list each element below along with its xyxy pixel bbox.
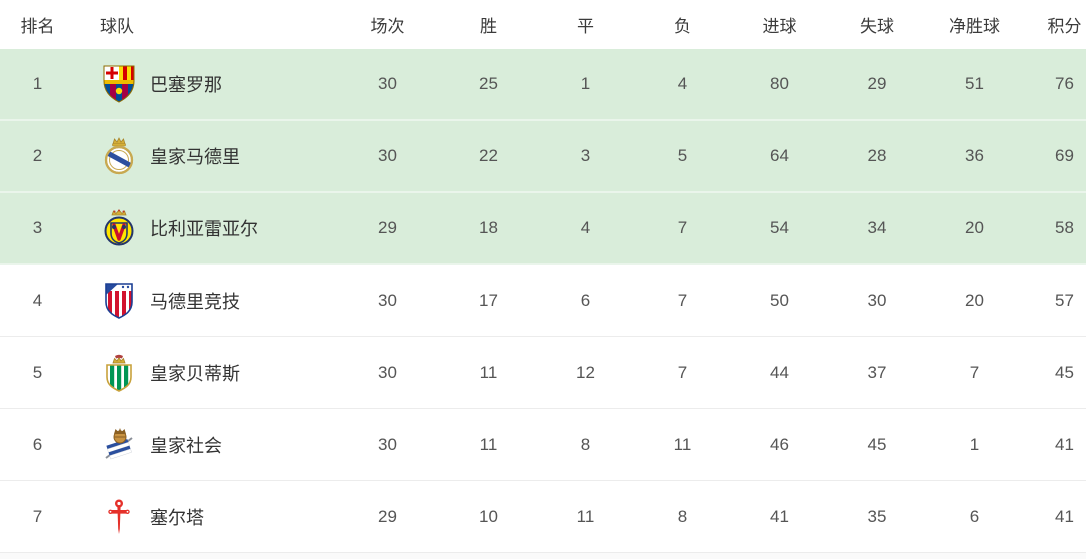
team-name: 皇家社会	[150, 435, 222, 456]
villarreal-badge-icon	[100, 208, 137, 248]
draws-cell: 1	[580, 74, 591, 93]
celta-badge-icon	[100, 497, 137, 537]
rank-cell: 1	[32, 74, 43, 93]
rank-cell: 5	[32, 362, 43, 382]
points-cell: 69	[1055, 146, 1074, 165]
goals-against-cell: 28	[867, 146, 887, 165]
table-header-row: 排名 球队 场次 胜 平 负 进球 失球 净胜球 积分	[0, 0, 1086, 49]
atletico-madrid-badge-icon	[100, 281, 137, 321]
header-team: 球队	[100, 17, 134, 36]
goals-for-cell: 44	[770, 362, 789, 382]
draws-cell: 3	[580, 146, 591, 165]
table-row-real-betis[interactable]: 5 皇家贝蒂斯 30 11 12 7	[0, 337, 1086, 409]
goals-against-cell: 35	[867, 506, 887, 526]
points-cell: 45	[1055, 362, 1074, 382]
draws-cell: 4	[580, 218, 591, 237]
wins-cell: 18	[479, 218, 498, 237]
next-row-partial	[0, 553, 1086, 559]
header-points: 积分	[1047, 17, 1082, 36]
goals-for-cell: 46	[770, 434, 789, 454]
real-sociedad-badge-icon	[100, 425, 137, 465]
goal-diff-cell: 1	[969, 434, 980, 454]
played-cell: 30	[378, 146, 397, 165]
goals-for-cell: 50	[770, 290, 789, 310]
goal-diff-cell: 6	[969, 506, 980, 526]
team-name: 塞尔塔	[150, 507, 204, 528]
wins-cell: 25	[479, 74, 498, 93]
wins-cell: 22	[479, 146, 498, 165]
goal-diff-cell: 7	[969, 362, 980, 382]
wins-cell: 11	[479, 362, 498, 382]
losses-cell: 4	[677, 74, 688, 93]
team-name: 皇家马德里	[150, 147, 240, 167]
team-name: 马德里竞技	[150, 291, 240, 312]
played-cell: 30	[378, 362, 397, 382]
points-cell: 76	[1055, 74, 1074, 93]
losses-cell: 7	[677, 362, 688, 382]
losses-cell: 5	[677, 146, 688, 165]
played-cell: 30	[378, 74, 397, 93]
header-rank: 排名	[20, 17, 55, 36]
real-madrid-badge-icon	[100, 136, 137, 176]
wins-cell: 17	[479, 290, 498, 310]
losses-cell: 8	[677, 506, 688, 526]
header-goals-against: 失球	[860, 17, 894, 36]
header-draws: 平	[577, 17, 594, 36]
played-cell: 29	[378, 218, 397, 237]
goals-for-cell: 64	[770, 146, 789, 165]
played-cell: 30	[378, 290, 397, 310]
goals-against-cell: 29	[867, 74, 887, 93]
goal-diff-cell: 51	[965, 74, 984, 93]
barcelona-badge-icon	[100, 64, 137, 104]
draws-cell: 6	[580, 290, 591, 310]
goal-diff-cell: 20	[965, 290, 984, 310]
goals-for-cell: 80	[770, 74, 789, 93]
header-goal-diff: 净胜球	[949, 17, 1000, 36]
wins-cell: 10	[479, 506, 498, 526]
wins-cell: 11	[479, 434, 498, 454]
goals-against-cell: 30	[867, 290, 887, 310]
points-cell: 41	[1055, 506, 1074, 526]
header-goals-for: 进球	[762, 17, 797, 36]
table-row-celta[interactable]: 7 塞尔塔 29 10 11 8 41 35 6 41	[0, 481, 1086, 553]
goals-against-cell: 34	[867, 218, 887, 237]
table-row-villarreal[interactable]: 3 比利亚雷亚尔 29 18 4 7 54 34 20 58	[0, 193, 1086, 265]
real-betis-badge-icon	[100, 353, 137, 393]
goal-diff-cell: 36	[965, 146, 984, 165]
losses-cell: 11	[673, 434, 692, 454]
header-losses: 负	[674, 17, 691, 36]
header-played: 场次	[370, 17, 405, 36]
draws-cell: 11	[576, 506, 595, 526]
points-cell: 57	[1055, 290, 1074, 310]
draws-cell: 12	[576, 362, 595, 382]
goals-against-cell: 45	[867, 434, 887, 454]
played-cell: 30	[378, 434, 397, 454]
draws-cell: 8	[580, 434, 591, 454]
rank-cell: 7	[32, 506, 43, 526]
rank-cell: 4	[32, 290, 43, 310]
goal-diff-cell: 20	[965, 218, 984, 237]
points-cell: 58	[1055, 218, 1074, 237]
rank-cell: 2	[32, 146, 43, 165]
losses-cell: 7	[677, 290, 688, 310]
team-name: 比利亚雷亚尔	[150, 219, 258, 239]
team-name: 皇家贝蒂斯	[150, 363, 240, 384]
table-row-real-madrid[interactable]: 2 皇家马德里 30 22 3 5 64 28 36 69	[0, 121, 1086, 193]
rank-cell: 6	[32, 434, 43, 454]
team-name: 巴塞罗那	[150, 75, 222, 95]
rank-cell: 3	[32, 218, 43, 237]
header-wins: 胜	[480, 17, 497, 36]
played-cell: 29	[378, 506, 397, 526]
table-row-atletico-madrid[interactable]: 4 马德里竞技 30	[0, 265, 1086, 337]
points-cell: 41	[1055, 434, 1074, 454]
goals-for-cell: 41	[770, 506, 789, 526]
table-row-barcelona[interactable]: 1	[0, 49, 1086, 121]
losses-cell: 7	[677, 218, 688, 237]
goals-against-cell: 37	[867, 362, 887, 382]
goals-for-cell: 54	[770, 218, 789, 237]
table-row-real-sociedad[interactable]: 6 皇家社会 30 11 8 11	[0, 409, 1086, 481]
